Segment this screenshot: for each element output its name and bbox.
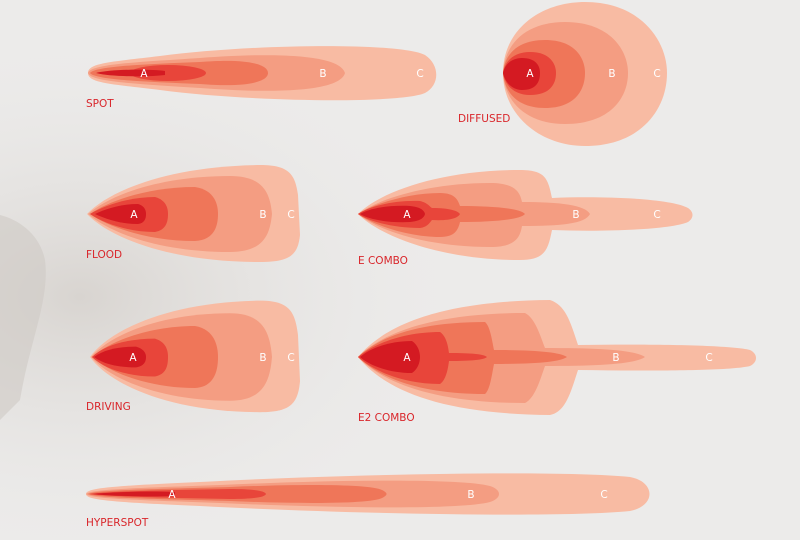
beam-e2-combo: A B C E2 COMBO — [358, 300, 756, 424]
zone-label-b: B — [612, 352, 619, 364]
beam-name: HYPERSPOT — [86, 517, 149, 529]
zone-a-core-shape — [94, 346, 146, 368]
beam-driving: A B C DRIVING — [86, 300, 300, 413]
zone-label-a: A — [140, 68, 148, 80]
zone-label-c: C — [287, 352, 294, 364]
zone-label-c: C — [653, 209, 660, 221]
zone-label-a: A — [168, 489, 176, 501]
beam-name: SPOT — [86, 98, 114, 110]
beam-name: DRIVING — [86, 401, 131, 413]
zone-label-a: A — [403, 209, 411, 221]
zone-label-a: A — [403, 352, 411, 364]
zone-a-core-shape — [503, 58, 540, 90]
zone-inner-shape — [130, 65, 206, 81]
beam-hyperspot: A B C HYPERSPOT — [86, 473, 650, 529]
beam-name: E COMBO — [358, 255, 408, 267]
zone-label-b: B — [572, 209, 579, 221]
zone-label-a: A — [129, 352, 137, 364]
zone-label-b: B — [259, 209, 266, 221]
beam-diffused: A B C DIFFUSED — [458, 2, 667, 146]
beam-name: FLOOD — [86, 249, 122, 261]
background-figure — [0, 215, 46, 420]
zone-label-b: B — [608, 68, 615, 80]
zone-label-b: B — [259, 352, 266, 364]
zone-label-c: C — [653, 68, 660, 80]
beam-name: DIFFUSED — [458, 113, 510, 125]
zone-label-b: B — [467, 489, 474, 501]
zone-a-core-shape — [92, 491, 175, 497]
beam-flood: A B C FLOOD — [86, 165, 300, 262]
zone-label-c: C — [705, 352, 712, 364]
zone-inner-shape — [90, 489, 266, 499]
beam-e-combo: A B C E COMBO — [358, 170, 693, 267]
zone-label-a: A — [130, 209, 138, 221]
zone-label-a: A — [526, 68, 534, 80]
zone-label-c: C — [600, 489, 607, 501]
zone-a-core-shape — [96, 69, 165, 77]
beam-spot: A B C SPOT — [86, 46, 437, 110]
zone-label-c: C — [416, 68, 423, 80]
zone-a-core-shape — [360, 341, 420, 373]
zone-a-core-shape — [360, 205, 425, 223]
beam-name: E2 COMBO — [358, 412, 415, 424]
zone-label-c: C — [287, 209, 294, 221]
zone-a-core-shape — [95, 204, 146, 224]
zone-label-b: B — [319, 68, 326, 80]
